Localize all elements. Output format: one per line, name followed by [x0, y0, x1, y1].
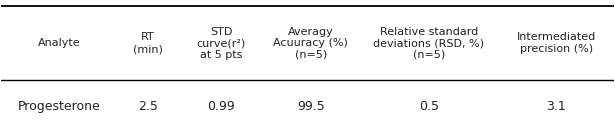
Text: 99.5: 99.5 [297, 100, 325, 113]
Text: 3.1: 3.1 [546, 100, 566, 113]
Text: 0.99: 0.99 [207, 100, 236, 113]
Text: 0.5: 0.5 [419, 100, 438, 113]
Text: Analyte: Analyte [38, 38, 80, 48]
Text: Intermediated
precision (%): Intermediated precision (%) [517, 32, 596, 54]
Text: Relative standard
deviations (RSD, %)
(n=5): Relative standard deviations (RSD, %) (n… [373, 27, 484, 60]
Text: 2.5: 2.5 [138, 100, 158, 113]
Text: Progesterone: Progesterone [17, 100, 100, 113]
Text: RT
(min): RT (min) [133, 32, 163, 54]
Text: STD
curve(r²)
at 5 pts: STD curve(r²) at 5 pts [197, 27, 246, 60]
Text: Averagy
Acuuracy (%)
(n=5): Averagy Acuuracy (%) (n=5) [273, 27, 348, 60]
